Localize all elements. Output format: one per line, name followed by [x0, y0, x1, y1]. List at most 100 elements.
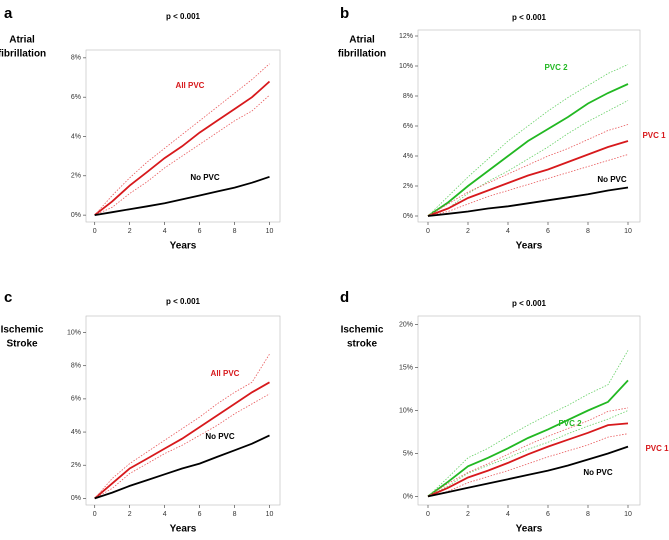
x-tick-label: 8 — [586, 228, 590, 235]
series-line — [94, 175, 270, 216]
x-tick-label: 0 — [426, 228, 430, 235]
y-tick-label: 6% — [71, 396, 81, 403]
x-tick-label: 6 — [546, 228, 550, 235]
y-tick-label: 8% — [71, 363, 81, 370]
x-tick-label: 6 — [546, 511, 550, 518]
x-tick-label: 6 — [198, 228, 202, 235]
y-tick-label: 2% — [71, 462, 81, 469]
y-tick-label: 5% — [403, 450, 413, 457]
y-tick-label: 0% — [71, 495, 81, 502]
series-line — [427, 186, 629, 217]
x-axis-label: Years — [170, 241, 197, 252]
x-tick-label: 0 — [93, 228, 97, 235]
x-tick-label: 4 — [506, 228, 510, 235]
ci-line — [94, 353, 270, 499]
y-tick-label: 10% — [399, 407, 413, 414]
panel-letter: b — [340, 5, 349, 22]
x-tick-label: 2 — [466, 228, 470, 235]
series-label: No PVC — [597, 175, 627, 184]
x-tick-label: 0 — [426, 511, 430, 518]
ci-line — [427, 433, 629, 497]
series-line — [427, 140, 629, 217]
x-axis-label: Years — [170, 524, 197, 535]
x-axis-label: Years — [516, 524, 543, 535]
y-axis-label: Ischemic — [1, 325, 44, 336]
plot-frame — [417, 29, 641, 223]
y-tick-label: 6% — [71, 94, 81, 101]
panel-letter: d — [340, 289, 349, 306]
ci-line — [427, 100, 629, 217]
ci-line — [94, 94, 270, 216]
series-label: No PVC — [583, 468, 613, 477]
y-tick-label: 8% — [403, 93, 413, 100]
x-axis-label: Years — [516, 241, 543, 252]
series-line — [94, 381, 270, 500]
x-tick-label: 6 — [198, 511, 202, 518]
chart-title: p < 0.001 — [166, 12, 201, 21]
x-tick-label: 4 — [163, 511, 167, 518]
y-axis-label: Atrial — [9, 35, 35, 46]
x-tick-label: 4 — [163, 228, 167, 235]
series-label: No PVC — [205, 432, 235, 441]
ci-line — [94, 393, 270, 499]
x-tick-label: 8 — [586, 511, 590, 518]
y-axis-label: Atrial — [349, 35, 375, 46]
series-label: PVC 2 — [544, 63, 568, 72]
panel-letter: c — [4, 289, 12, 306]
series-line — [94, 80, 271, 216]
series-label: PVC 1 — [642, 131, 666, 140]
y-tick-label: 0% — [71, 212, 81, 219]
plot-frame — [85, 49, 281, 223]
y-axis-label: Ischemic — [341, 325, 384, 336]
y-tick-label: 4% — [71, 429, 81, 436]
plot-frame — [85, 315, 281, 506]
y-tick-label: 6% — [403, 123, 413, 130]
series-line — [94, 434, 270, 500]
y-tick-label: 10% — [67, 329, 81, 336]
y-tick-label: 4% — [403, 153, 413, 160]
y-axis-label: Stroke — [6, 339, 38, 350]
series-line — [427, 379, 629, 498]
y-axis-label: fibrillation — [338, 49, 386, 60]
x-tick-label: 2 — [128, 228, 132, 235]
y-tick-label: 0% — [403, 213, 413, 220]
y-tick-label: 0% — [403, 493, 413, 500]
series-label: PVC 2 — [558, 419, 582, 428]
x-tick-label: 10 — [266, 228, 274, 235]
series-line — [427, 445, 629, 498]
y-tick-label: 2% — [71, 173, 81, 180]
x-tick-label: 0 — [93, 511, 97, 518]
y-tick-label: 10% — [399, 63, 413, 70]
chart-title: p < 0.001 — [512, 299, 547, 308]
y-tick-label: 15% — [399, 364, 413, 371]
series-line — [427, 422, 629, 498]
ci-line — [427, 124, 629, 217]
y-tick-label: 12% — [399, 33, 413, 40]
chart-title: p < 0.001 — [512, 13, 547, 22]
x-tick-label: 2 — [466, 511, 470, 518]
x-tick-label: 10 — [624, 511, 632, 518]
series-label: All PVC — [211, 369, 240, 378]
y-axis-label: stroke — [347, 339, 377, 350]
x-tick-label: 8 — [233, 228, 237, 235]
series-label: PVC 1 — [645, 444, 669, 453]
y-tick-label: 2% — [403, 183, 413, 190]
x-tick-label: 4 — [506, 511, 510, 518]
x-tick-label: 8 — [233, 511, 237, 518]
y-axis-label: fibrillation — [0, 49, 46, 60]
x-tick-label: 10 — [624, 228, 632, 235]
series-line — [427, 83, 629, 217]
ci-line — [94, 63, 270, 216]
series-label: No PVC — [190, 173, 220, 182]
panel-letter: a — [4, 5, 13, 22]
ci-line — [427, 154, 629, 217]
series-label: All PVC — [176, 81, 205, 90]
chart-title: p < 0.001 — [166, 297, 201, 306]
x-tick-label: 10 — [266, 511, 274, 518]
ci-line — [427, 407, 629, 497]
y-tick-label: 20% — [399, 321, 413, 328]
x-tick-label: 2 — [128, 511, 132, 518]
y-tick-label: 8% — [71, 55, 81, 62]
ci-line — [427, 350, 629, 497]
